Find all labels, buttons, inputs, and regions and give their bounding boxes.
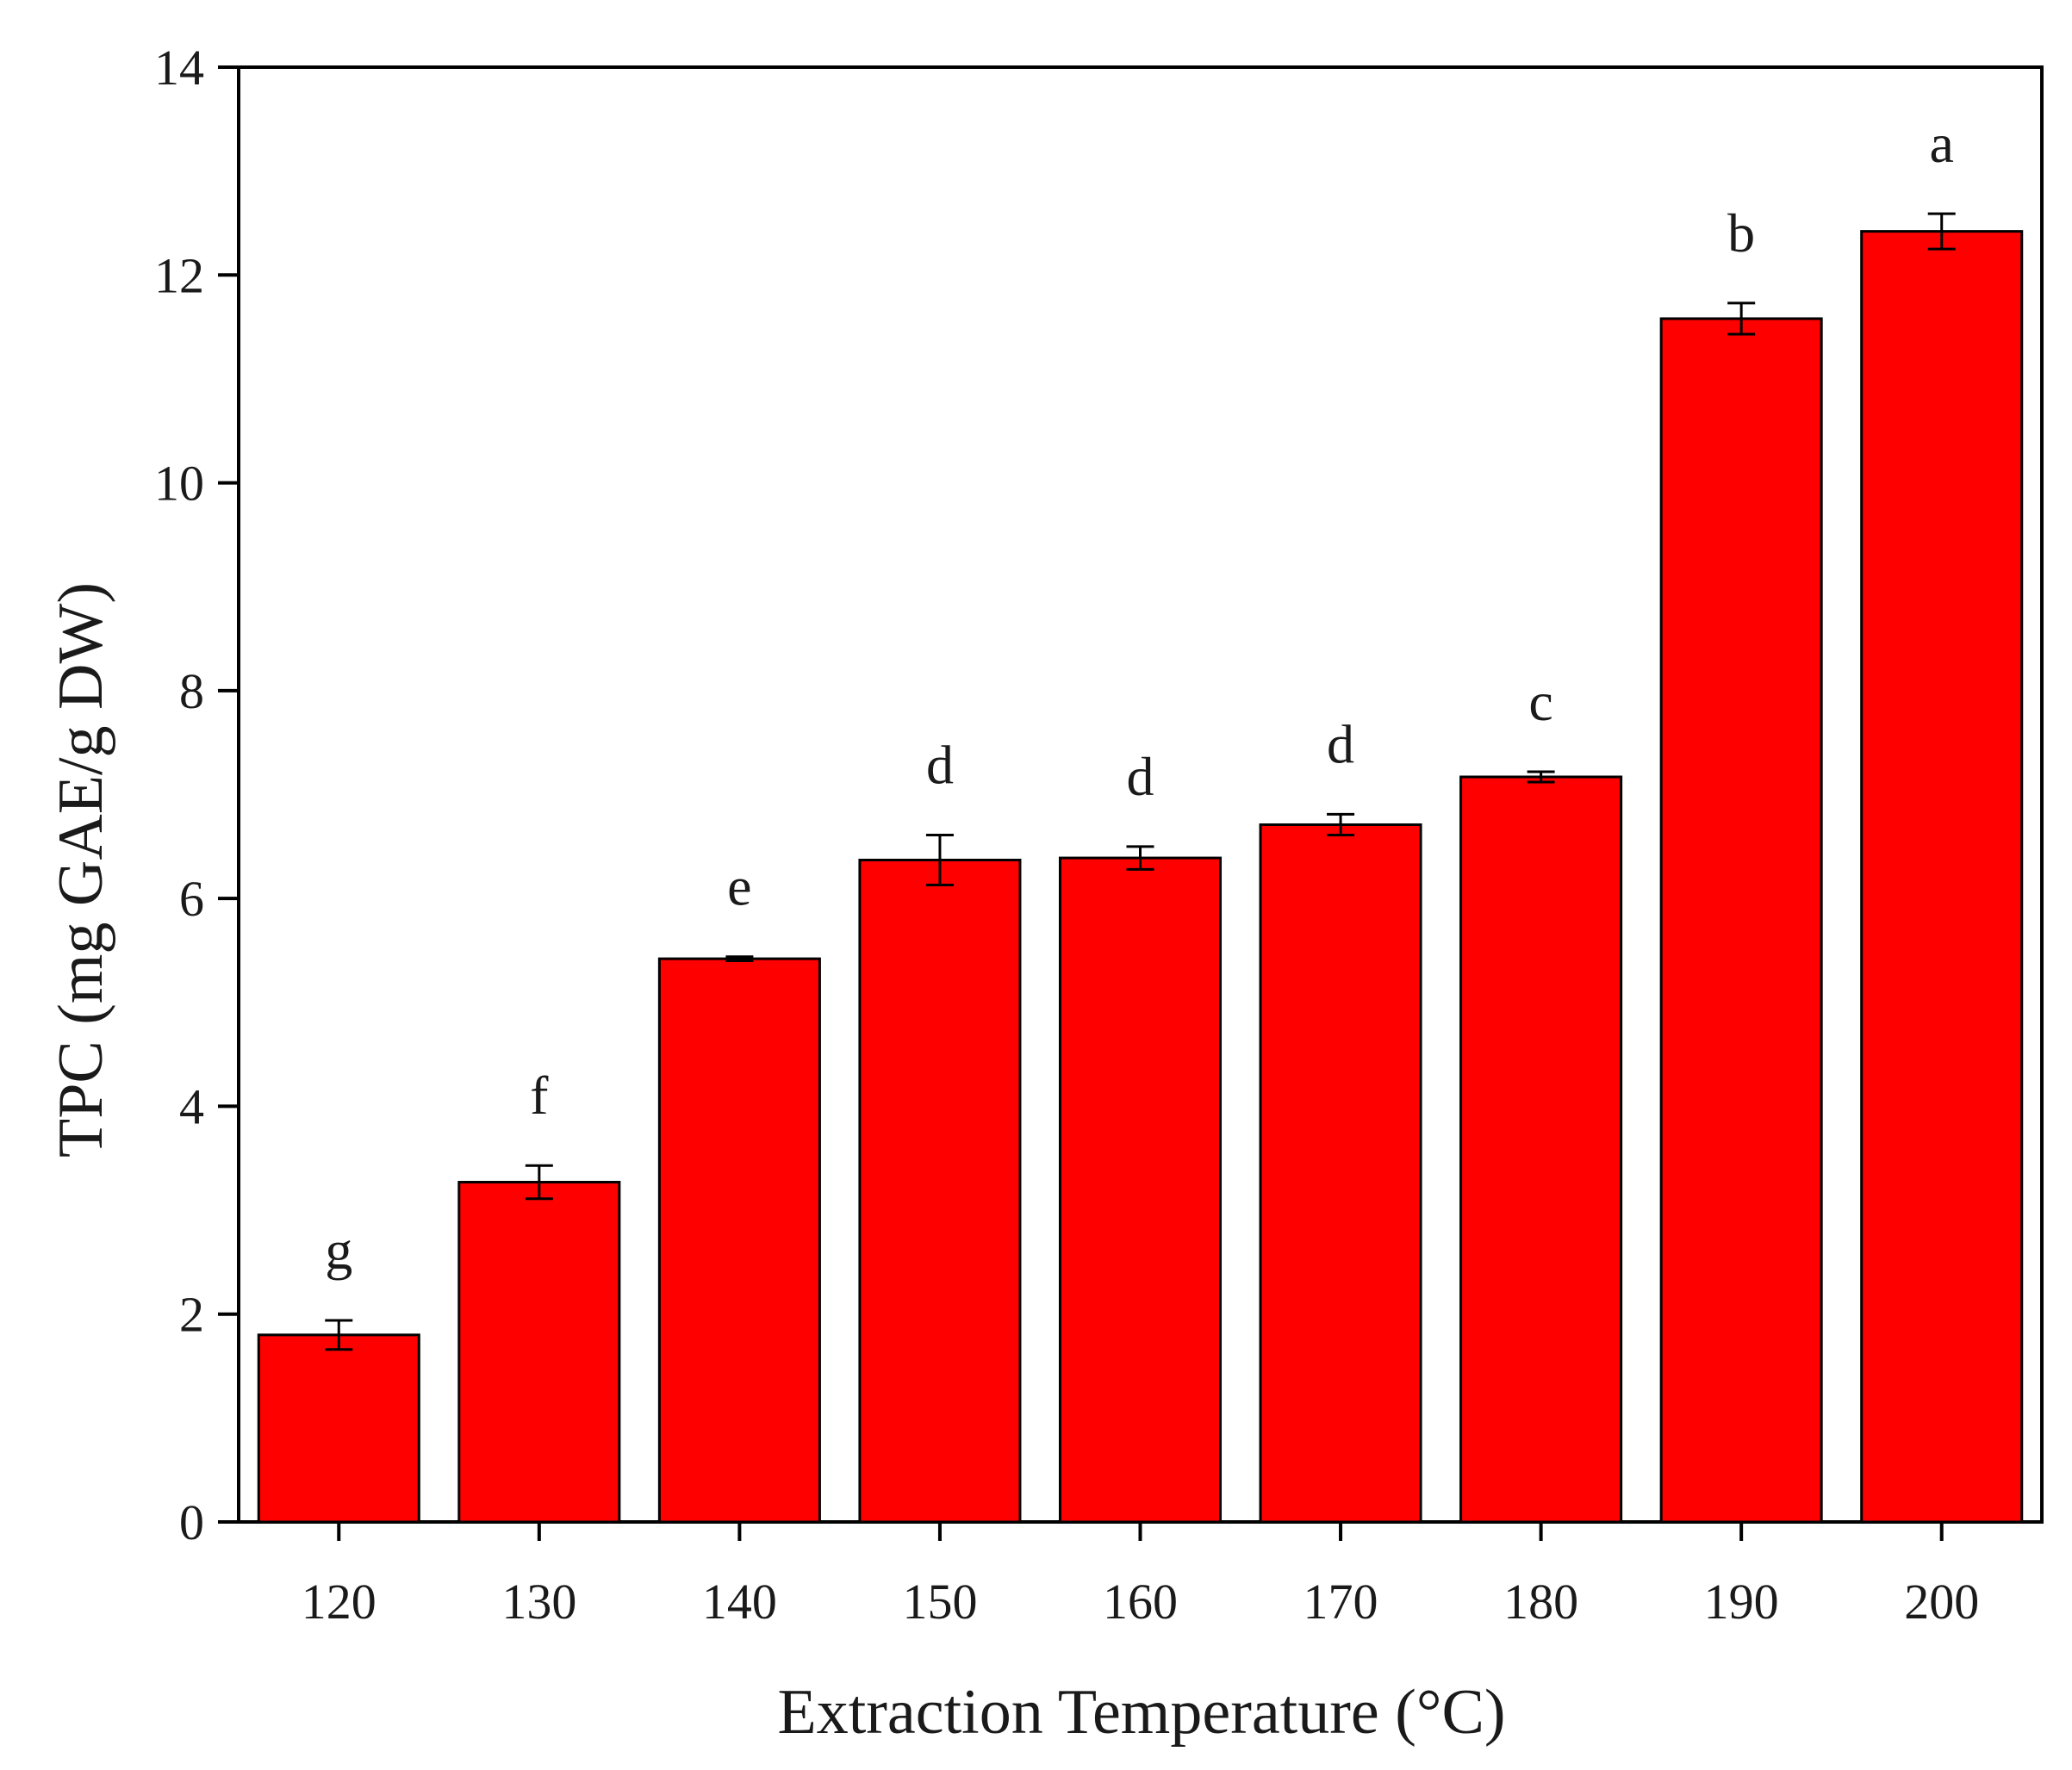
error-bar-130 [525,1164,553,1201]
x-tick-label-120: 120 [302,1574,376,1630]
bar-190 [1659,317,1823,1524]
x-tick-label-140: 140 [702,1574,777,1630]
x-axis-ticks: 120 130 140 150 160 170 180 190 200 [302,1522,1979,1630]
significance-letter-200: a [1930,113,1954,174]
error-bar-140 [725,955,754,963]
x-tick-label-160: 160 [1103,1574,1178,1630]
x-tick-label-150: 150 [902,1574,977,1630]
y-tick-label-6: 6 [179,871,204,927]
y-tick-label-10: 10 [154,456,204,512]
bar-150 [858,859,1022,1524]
bar-130 [457,1180,621,1524]
significance-letter-160: d [1127,746,1154,807]
significance-letter-140: e [727,856,751,917]
error-bar-150 [925,834,954,886]
bar-170 [1259,823,1422,1524]
bar-200 [1860,230,2024,1524]
y-tick-label-2: 2 [179,1287,204,1343]
bar-180 [1459,775,1623,1524]
bar-140 [657,957,821,1524]
x-tick-label-180: 180 [1503,1574,1578,1630]
error-bar-160 [1126,845,1154,871]
error-bar-120 [325,1319,353,1351]
significance-letter-120: g [325,1220,352,1281]
y-axis-ticks: 0 2 4 6 8 10 12 14 [154,40,239,1550]
significance-letter-180: c [1528,671,1552,732]
y-tick-label-4: 4 [179,1078,204,1134]
bar-160 [1058,856,1223,1524]
y-tick-label-0: 0 [179,1494,204,1550]
y-tick-label-12: 12 [154,247,204,303]
significance-letters: g f e d d d c b a [325,113,1954,1281]
error-bar-170 [1327,812,1355,837]
y-axis-title: TPC (mg GAE/g DW) [46,582,116,1158]
x-tick-label-190: 190 [1704,1574,1779,1630]
significance-letter-150: d [926,735,954,796]
significance-letter-190: b [1727,202,1755,264]
error-bars [325,212,1956,1351]
x-tick-label-170: 170 [1304,1574,1378,1630]
bar-series [257,230,2024,1524]
significance-letter-170: d [1327,713,1354,774]
y-tick-label-8: 8 [179,663,204,719]
y-tick-label-14: 14 [154,40,204,96]
error-bar-190 [1727,301,1756,336]
x-axis-title: Extraction Temperature (°C) [778,1677,1506,1748]
x-tick-label-130: 130 [501,1574,576,1630]
error-bar-200 [1927,212,1956,251]
significance-letter-130: f [530,1065,549,1126]
x-tick-label-200: 200 [1904,1574,1979,1630]
bar-120 [257,1333,420,1524]
error-bar-180 [1527,770,1555,784]
